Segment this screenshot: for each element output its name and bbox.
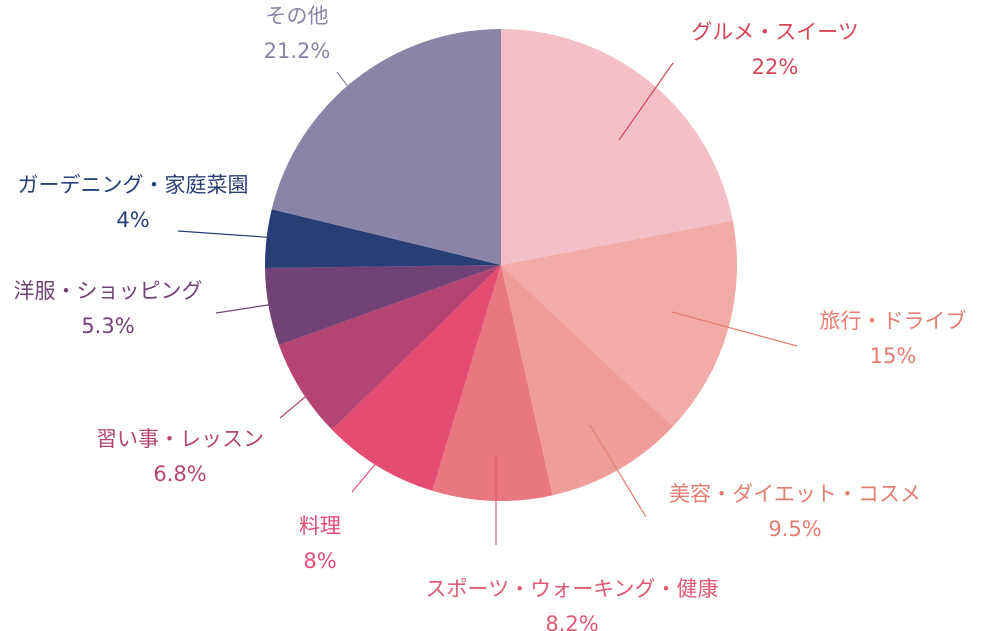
slice-category-label: 美容・ダイエット・コスメ xyxy=(669,482,921,506)
slice-category-label: 洋服・ショッピング xyxy=(14,279,203,303)
slice-value-label: 15% xyxy=(870,344,917,368)
leader-line-3 xyxy=(589,424,647,518)
pie-slice-4 xyxy=(432,265,553,501)
pie-slice-2 xyxy=(501,220,737,427)
slice-value-label: 4% xyxy=(116,208,149,232)
leader-line-6 xyxy=(279,361,348,419)
pie-slices xyxy=(265,29,737,501)
pie-slice-8 xyxy=(265,209,501,268)
slice-category-label: 料理 xyxy=(299,514,341,538)
leader-line-2 xyxy=(671,311,798,347)
leader-lines xyxy=(177,62,798,545)
pie-slice-5 xyxy=(332,265,501,491)
slice-category-label: グルメ・スイーツ xyxy=(691,20,859,44)
slice-value-label: 22% xyxy=(752,55,799,79)
pie-slice-7 xyxy=(265,265,501,345)
slice-labels: グルメ・スイーツ 22% 旅行・ドライブ 15% 美容・ダイエット・コスメ 9.5% スポー… xyxy=(14,4,967,631)
slice-category-label: その他 xyxy=(266,4,329,28)
slice-category-label: スポーツ・ウォーキング・健康 xyxy=(426,577,719,601)
slice-value-label: 6.8% xyxy=(153,462,206,486)
leader-line-7 xyxy=(215,296,321,314)
slice-category-label: ガーデニング・家庭菜園 xyxy=(18,173,249,197)
slice-category-label: 習い事・レッスン xyxy=(96,427,264,451)
leader-line-1 xyxy=(618,62,674,141)
slice-value-label: 8% xyxy=(303,549,336,573)
pie-slice-1 xyxy=(501,29,733,265)
pie-slice-3 xyxy=(501,265,674,496)
pie-slice-6 xyxy=(278,265,501,430)
leader-line-5 xyxy=(351,419,413,493)
leader-line-9 xyxy=(336,71,383,133)
slice-value-label: 5.3% xyxy=(81,314,134,338)
slice-value-label: 9.5% xyxy=(768,517,821,541)
leader-line-8 xyxy=(177,230,308,241)
slice-category-label: 旅行・ドライブ xyxy=(820,309,967,333)
slice-value-label: 8.2% xyxy=(545,612,598,631)
slice-value-label: 21.2% xyxy=(264,39,331,63)
pie-slice-9 xyxy=(271,29,501,265)
